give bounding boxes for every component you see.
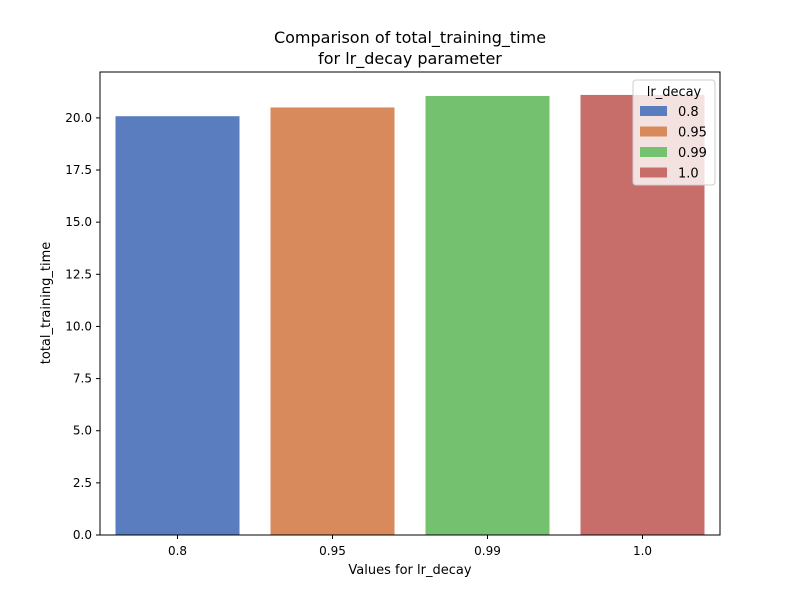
legend-title: lr_decay — [647, 85, 702, 100]
y-tick-label: 12.5 — [65, 267, 92, 281]
legend-label-1.0: 1.0 — [678, 167, 699, 182]
y-axis-ticks: 0.0 2.5 5.0 7.5 10.0 12.5 15.0 17.5 20.0 — [65, 111, 100, 542]
y-tick-label: 0.0 — [73, 528, 92, 542]
legend-label-0.95: 0.95 — [678, 126, 707, 141]
x-tick-label: 0.99 — [474, 544, 501, 558]
y-tick-label: 15.0 — [65, 215, 92, 229]
x-axis-ticks: 0.8 0.95 0.99 1.0 — [168, 535, 652, 558]
bar-0.95 — [270, 107, 395, 535]
y-tick-label: 5.0 — [73, 424, 92, 438]
legend-swatch-0.99 — [640, 147, 667, 157]
chart-title-line-2: for lr_decay parameter — [318, 49, 502, 69]
legend-swatch-0.95 — [640, 126, 667, 137]
legend-swatch-0.8 — [640, 106, 667, 116]
chart-title-line-1: Comparison of total_training_time — [274, 28, 546, 48]
legend-label-0.99: 0.99 — [678, 146, 707, 161]
y-tick-label: 17.5 — [65, 163, 92, 177]
legend: lr_decay 0.8 0.95 0.99 1.0 — [632, 79, 716, 186]
y-tick-label: 2.5 — [73, 476, 92, 490]
x-tick-label: 1.0 — [633, 544, 652, 558]
x-axis-label: Values for lr_decay — [348, 563, 471, 578]
x-tick-label: 0.95 — [319, 544, 346, 558]
bar-0.8 — [115, 116, 240, 535]
plot-frame — [99, 71, 721, 536]
bar-0.99 — [425, 95, 550, 535]
legend-label-0.8: 0.8 — [678, 105, 699, 120]
legend-swatch-1.0 — [640, 167, 667, 178]
y-tick-label: 10.0 — [65, 319, 92, 333]
legend-entries: 0.8 0.95 0.99 1.0 — [640, 105, 707, 182]
y-tick-label: 20.0 — [65, 111, 92, 125]
y-axis-label: total_training_time — [39, 242, 54, 364]
y-tick-label: 7.5 — [73, 372, 92, 386]
bars-group — [115, 94, 705, 536]
x-tick-label: 0.8 — [168, 544, 187, 558]
